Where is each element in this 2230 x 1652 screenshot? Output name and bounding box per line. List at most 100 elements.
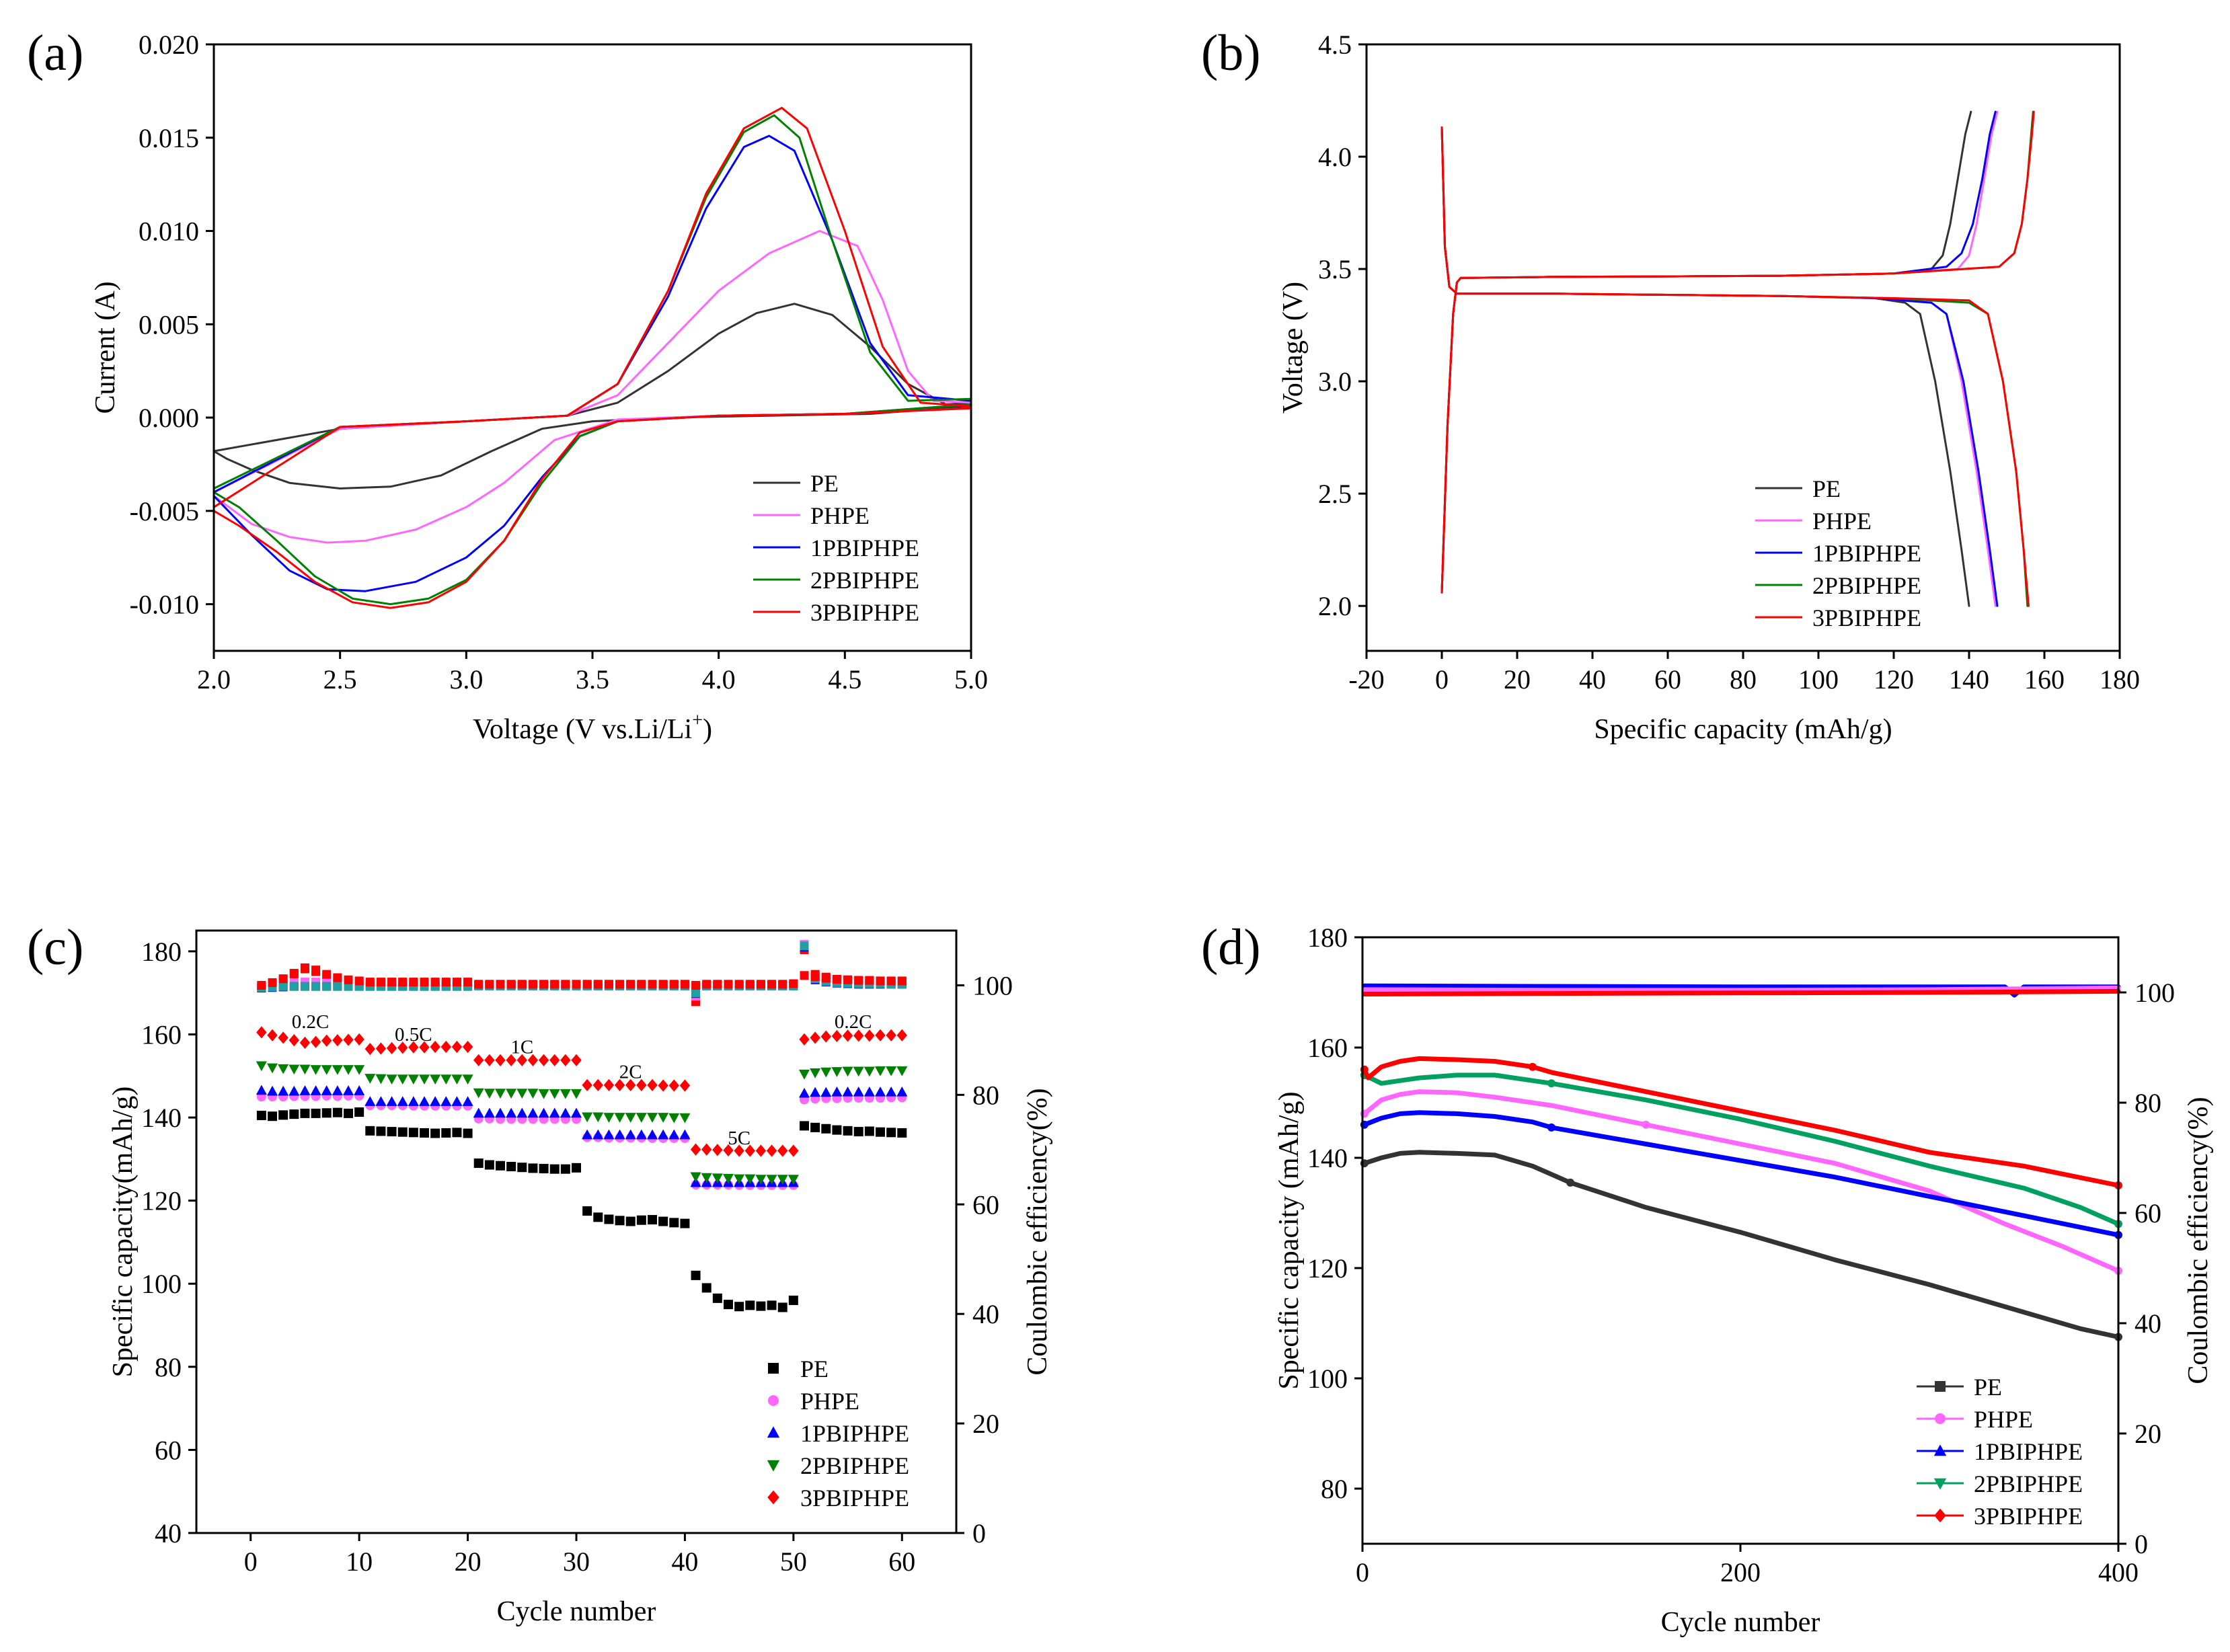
capacity-point [560, 1107, 571, 1118]
capacity-point [755, 1144, 767, 1157]
capacity-point [658, 1113, 669, 1123]
capacity-point [625, 1216, 636, 1226]
capacity-point [842, 1029, 853, 1042]
efficiency-point [441, 978, 451, 987]
legend-marker [1933, 1444, 1947, 1456]
legend-marker [768, 1363, 779, 1374]
capacity-point [603, 1113, 615, 1123]
capacity-point [484, 1054, 495, 1066]
capacity-point [831, 1067, 843, 1077]
efficiency-point [789, 979, 798, 988]
y-tick-label: -0.005 [130, 496, 199, 526]
panel-label: (c) [27, 919, 83, 976]
capacity-point [473, 1107, 484, 1118]
y-tick-label: 100 [141, 1269, 182, 1299]
capacity-point [820, 1030, 831, 1043]
capacity-point [299, 1085, 311, 1095]
capacity-point [668, 1079, 679, 1092]
series-line [1440, 126, 2030, 607]
capacity-point [636, 1113, 647, 1123]
legend-label: PHPE [1974, 1406, 2033, 1433]
capacity-point [876, 1127, 885, 1137]
capacity-point [614, 1129, 625, 1140]
legend-marker [1933, 1478, 1947, 1490]
series-line [213, 114, 972, 489]
y-tick-label: 4.5 [1318, 30, 1352, 60]
legend-label: 2PBIPHPE [800, 1452, 909, 1479]
capacity-point [473, 1158, 484, 1169]
capacity-point [864, 1126, 874, 1136]
capacity-point [820, 1067, 832, 1078]
capacity-point [256, 1085, 267, 1095]
y-tick-label: 160 [141, 1019, 182, 1050]
capacity-point [648, 1215, 657, 1225]
series-line [1440, 110, 2034, 594]
legend-label: 2PBIPHPE [1974, 1470, 2083, 1497]
capacity-point [484, 1089, 495, 1099]
efficiency-point [854, 976, 863, 985]
capacity-point [734, 1174, 745, 1185]
capacity-point [603, 1129, 615, 1140]
efficiency-line [1362, 985, 2121, 993]
capacity-point [831, 1029, 843, 1043]
capacity-point [767, 1300, 777, 1310]
y-axis-title: Voltage (V) [1278, 282, 1309, 414]
capacity-point [419, 1041, 430, 1054]
capacity-point [853, 1127, 863, 1137]
capacity-point [300, 1108, 310, 1118]
capacity-point [874, 1066, 886, 1076]
capacity-point [463, 1128, 473, 1138]
capacity-point [268, 1111, 277, 1122]
series-marker [1547, 1079, 1555, 1088]
capacity-point [397, 1127, 408, 1137]
capacity-point [625, 1078, 636, 1091]
capacity-point [289, 1109, 299, 1119]
capacity-point [582, 1112, 593, 1123]
capacity-point [451, 1096, 463, 1106]
capacity-point [896, 1086, 908, 1097]
y-tick-label: 0.000 [139, 403, 199, 433]
capacity-point [299, 1064, 311, 1075]
x-tick-label: 400 [2098, 1557, 2139, 1587]
capacity-point [451, 1040, 463, 1054]
legend-label: PE [810, 470, 839, 497]
rate-label: 5C [728, 1128, 751, 1149]
capacity-point [680, 1218, 690, 1228]
capacity-point [420, 1128, 429, 1138]
series-line [1362, 1110, 2121, 1238]
efficiency-point [778, 980, 787, 989]
y-tick-label: 2.0 [1318, 591, 1352, 621]
capacity-point [810, 1087, 821, 1097]
capacity-point [332, 1034, 343, 1047]
series-line [213, 106, 972, 508]
capacity-point [364, 1096, 376, 1106]
y2-axis-title: Coulombic efficiency(%) [1022, 1088, 1053, 1375]
capacity-point [723, 1144, 734, 1156]
capacity-point [266, 1063, 278, 1074]
capacity-point [668, 1129, 680, 1140]
capacity-point [625, 1129, 636, 1140]
capacity-point [289, 1064, 300, 1075]
capacity-point [321, 1085, 332, 1095]
legend-label: PE [800, 1355, 829, 1382]
series-line [1362, 1089, 2121, 1273]
efficiency-point [430, 978, 440, 987]
capacity-point [484, 1160, 494, 1170]
x-tick-label: 0 [1356, 1557, 1369, 1587]
efficiency-point [409, 978, 418, 987]
series-line [1440, 126, 2029, 607]
capacity-point [886, 1029, 896, 1041]
x-tick-label: 200 [1720, 1557, 1761, 1587]
capacity-point [430, 1096, 441, 1106]
efficiency-point [539, 980, 549, 989]
series-marker [1547, 1123, 1555, 1132]
efficiency-point [550, 980, 560, 989]
rate-label: 1C [510, 1036, 533, 1058]
y-tick-label: 0.010 [139, 217, 199, 247]
capacity-point [310, 1035, 321, 1048]
capacity-point [604, 1214, 614, 1224]
capacity-point [376, 1126, 386, 1136]
capacity-point [810, 1031, 820, 1044]
capacity-point [810, 1122, 820, 1132]
capacity-point [496, 1161, 505, 1171]
